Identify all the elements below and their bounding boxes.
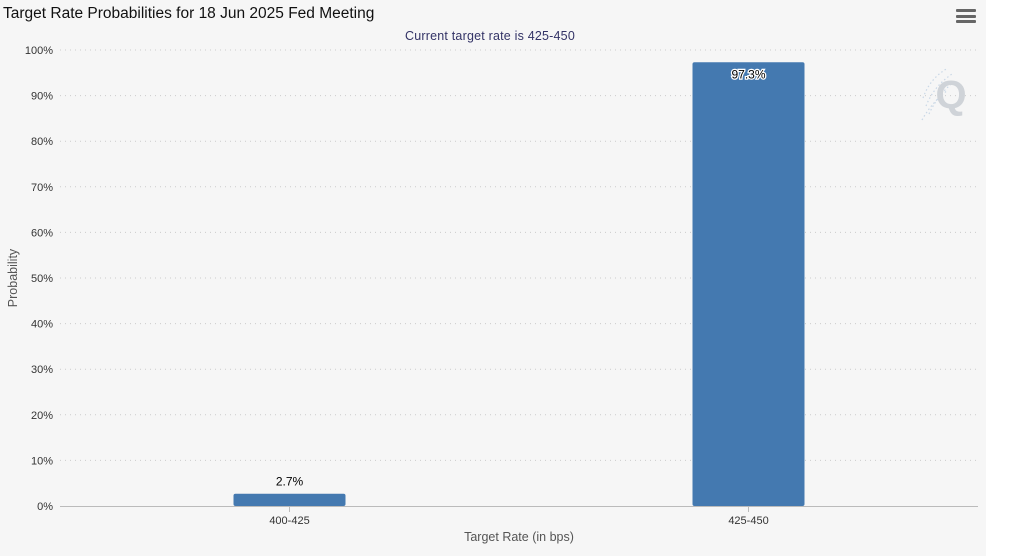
y-axis-ticks: 0% 10% 20% 30% 40% 50% 60% 70% 80% 90% 100% [25,45,53,513]
x-tick-label: 425-450 [728,515,768,527]
x-axis-title: Target Rate (in bps) [464,530,574,544]
x-axis-ticks: 400-425 425-450 [269,506,769,527]
chart-subtitle: Current target rate is 425-450 [405,29,575,43]
y-tick-label: 100% [25,45,53,57]
grid-lines [60,49,978,461]
bar-chart: 0% 10% 20% 30% 40% 50% 60% 70% 80% 90% 100% 400-42… [6,45,978,544]
y-axis-title: Probability [6,248,20,307]
page-margin [986,0,1024,556]
y-tick-label: 0% [37,501,53,513]
data-label: 97.3% [731,67,765,81]
y-tick-label: 80% [31,136,53,148]
y-tick-label: 60% [31,227,53,239]
bar-425-450[interactable] [692,62,805,506]
menu-bar-middle [956,14,976,18]
y-tick-label: 30% [31,364,53,376]
bar-400-425[interactable] [233,493,346,506]
x-tick-label: 400-425 [269,515,309,527]
chart-container [0,0,986,556]
y-tick-label: 10% [31,455,53,467]
data-label: 2.7% [276,475,304,489]
menu-bar-bottom [956,20,976,23]
q-logo-letter: Q [935,73,966,117]
data-labels: 2.7% 97.3% [276,66,767,489]
bars [233,62,805,506]
y-tick-label: 70% [31,182,53,194]
y-tick-label: 20% [31,410,53,422]
y-tick-label: 40% [31,319,53,331]
q-logo-icon: Q [921,67,967,121]
chart-title: Target Rate Probabilities for 18 Jun 202… [3,5,375,22]
menu-bar-top [956,9,976,12]
y-tick-label: 50% [31,273,53,285]
y-tick-label: 90% [31,91,53,103]
hamburger-menu-icon[interactable] [956,9,976,25]
